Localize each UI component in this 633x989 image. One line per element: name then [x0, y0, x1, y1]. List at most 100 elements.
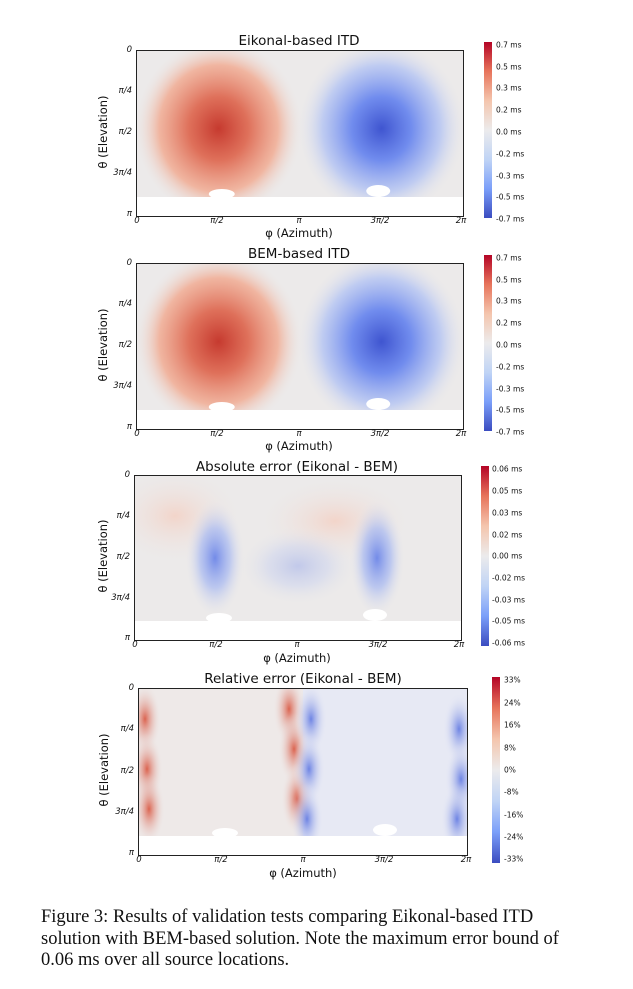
y-tick: π/2: [118, 340, 132, 350]
colorbar-tick: 0.7 ms: [496, 253, 522, 263]
chart-panel-1: Eikonal-based ITD θ (Elevation) 0 π/4 π/…: [0, 0, 633, 240]
colorbar-tick: -0.2 ms: [496, 149, 525, 159]
x-axis-label: φ (Azimuth): [265, 226, 333, 240]
heatmap-plot: [136, 50, 464, 217]
x-tick: π: [300, 855, 306, 865]
y-tick: π/2: [120, 766, 134, 776]
x-tick: 0: [132, 640, 138, 650]
nodata-region: [137, 197, 463, 216]
colorbar-tick: 24%: [504, 698, 521, 708]
colorbar-tick: 8%: [504, 743, 516, 753]
heatmap-eikonal: [137, 51, 463, 216]
colorbar-tick: 0.0 ms: [496, 340, 522, 350]
nodata-region: [363, 609, 387, 621]
colorbar: [481, 466, 489, 646]
chart-title: Eikonal-based ITD: [238, 33, 360, 49]
chart-panel-2: BEM-based ITD θ (Elevation) 0 π/4 π/2 3π…: [0, 0, 633, 460]
x-tick: π/2: [209, 640, 223, 650]
nodata-region: [373, 824, 397, 836]
heatmap-relative-error: [139, 689, 467, 855]
nodata-region: [139, 836, 467, 855]
colorbar-tick: -0.5 ms: [496, 405, 525, 415]
x-tick: π: [296, 216, 302, 226]
x-tick: 2π: [455, 429, 467, 439]
heatmap-absolute-error: [135, 476, 461, 640]
y-tick: π/4: [118, 299, 132, 309]
colorbar-tick: -24%: [504, 832, 524, 842]
x-tick: π/2: [214, 855, 228, 865]
colorbar-tick: 0.2 ms: [496, 105, 522, 115]
y-tick: 0: [124, 470, 130, 480]
colorbar-tick: 0.5 ms: [496, 62, 522, 72]
colorbar-tick: -0.7 ms: [496, 427, 525, 437]
nodata-region: [206, 613, 232, 623]
colorbar: [492, 677, 500, 863]
x-tick: π: [294, 640, 300, 650]
nodata-region: [135, 621, 461, 640]
heatmap-plot: [136, 263, 464, 430]
x-tick: π/2: [210, 216, 224, 226]
colorbar-tick: -8%: [504, 787, 519, 797]
y-tick: π/2: [118, 127, 132, 137]
x-axis-label: φ (Azimuth): [263, 651, 331, 665]
negative-region: [185, 498, 245, 618]
chart-panel-3: Absolute error (Eikonal - BEM) θ (Elevat…: [96, 459, 526, 665]
colorbar-tick: -0.03 ms: [492, 595, 526, 605]
colorbar-tick: -0.02 ms: [492, 573, 526, 583]
nodata-region: [366, 398, 391, 410]
nodata-region: [212, 828, 238, 838]
negative-region: [238, 526, 358, 606]
y-tick: π/2: [116, 552, 130, 562]
x-tick: 3π/2: [374, 855, 394, 865]
x-tick: 0: [134, 429, 140, 439]
negative-region: [296, 264, 463, 429]
y-tick: 0: [128, 683, 134, 693]
x-axis-label: φ (Azimuth): [265, 439, 333, 453]
positive-region: [139, 773, 165, 845]
colorbar-tick: 0.02 ms: [492, 530, 523, 540]
chart-title: BEM-based ITD: [248, 246, 350, 262]
colorbar-tick: 16%: [504, 720, 521, 730]
colorbar-tick: 0.3 ms: [496, 296, 522, 306]
colorbar-tick: 0.7 ms: [496, 40, 522, 50]
colorbar-tick: 0.00 ms: [492, 551, 523, 561]
x-tick: 2π: [455, 216, 467, 226]
colorbar-tick: 0%: [504, 765, 516, 775]
chart-title: Absolute error (Eikonal - BEM): [195, 459, 399, 475]
y-axis-label: θ (Elevation): [97, 733, 111, 807]
colorbar-tick: 0.5 ms: [496, 275, 522, 285]
colorbar-tick: 0.03 ms: [492, 508, 523, 518]
nodata-region: [208, 402, 235, 412]
negative-region: [296, 51, 463, 216]
y-tick: π/4: [118, 86, 132, 96]
x-tick: 3π/2: [368, 640, 388, 650]
colorbar-tick: -0.2 ms: [496, 362, 525, 372]
chart-panel-4: Relative error (Eikonal - BEM) θ (Elevat…: [97, 671, 524, 880]
positive-region: [137, 264, 304, 429]
colorbar-tick: -0.3 ms: [496, 171, 525, 181]
x-tick: 2π: [453, 640, 465, 650]
y-tick: 3π/4: [111, 593, 130, 603]
positive-region: [137, 51, 304, 216]
nodata-region: [366, 185, 391, 197]
colorbar-tick: 33%: [504, 675, 521, 685]
heatmap-plot: [134, 475, 462, 641]
colorbar-tick: -0.06 ms: [492, 638, 526, 648]
colorbar: [484, 255, 492, 431]
colorbar-tick: -16%: [504, 810, 524, 820]
colorbar-tick: 0.06 ms: [492, 464, 523, 474]
y-tick: 0: [126, 258, 132, 268]
y-tick: 3π/4: [113, 168, 132, 178]
heatmap-bem: [137, 264, 463, 429]
x-tick: 3π/2: [370, 429, 390, 439]
nodata-region: [137, 410, 463, 429]
x-tick: 3π/2: [370, 216, 390, 226]
y-tick: π: [126, 422, 132, 432]
heatmap-plot: [138, 688, 468, 856]
colorbar-tick: -0.7 ms: [496, 214, 525, 224]
colorbar: [484, 42, 492, 218]
colorbar-tick: -33%: [504, 854, 524, 864]
colorbar-tick: 0.0 ms: [496, 127, 522, 137]
y-tick: π: [124, 633, 130, 643]
x-tick: 0: [134, 216, 140, 226]
